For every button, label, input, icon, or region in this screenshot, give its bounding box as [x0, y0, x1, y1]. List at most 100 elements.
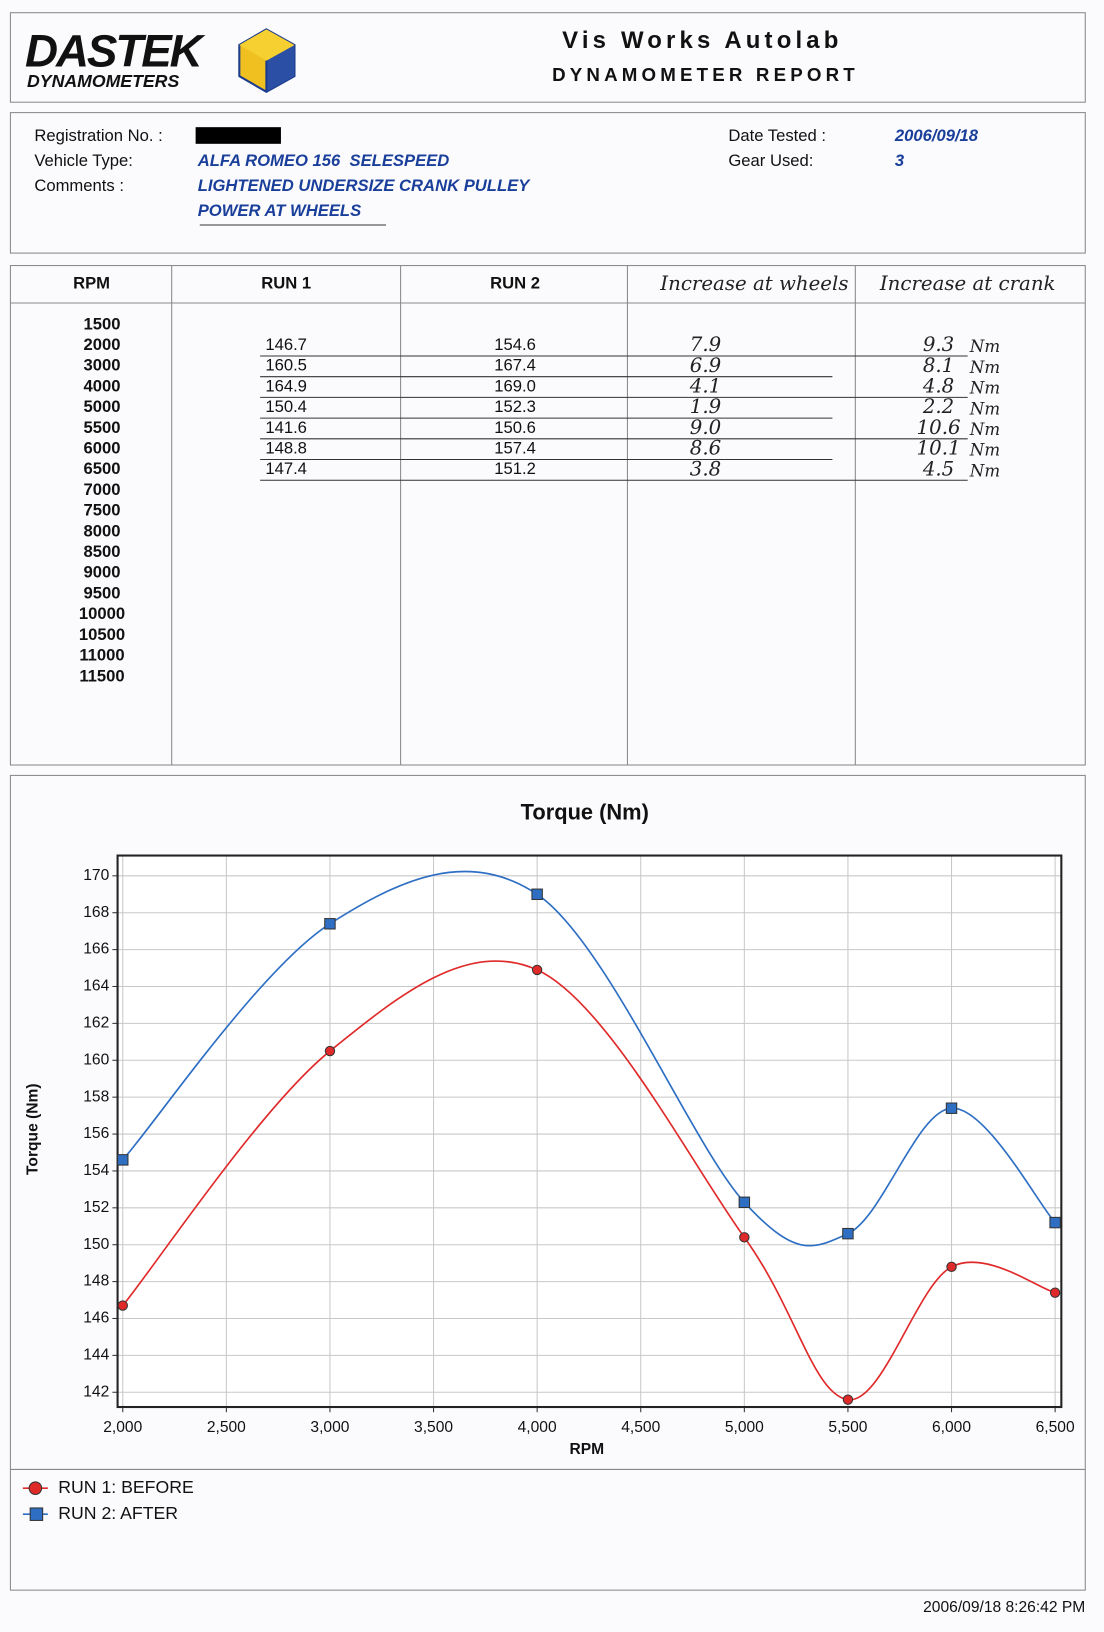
point: [324, 1045, 336, 1057]
rpm-cell: 5500: [83, 418, 120, 437]
y-tick-label: 168: [83, 904, 109, 921]
run1-cell: 160.5: [265, 356, 307, 375]
run2-cell: 167.4: [494, 356, 536, 375]
wheels-cell: 7.9: [690, 333, 721, 356]
wheels-cell: 6.9: [690, 354, 721, 377]
x-tick-label: 3,000: [310, 1419, 349, 1436]
y-tick-label: 154: [83, 1162, 109, 1179]
x-tick-label: 4,000: [518, 1419, 557, 1436]
point: [738, 1196, 751, 1209]
legend-label: RUN 1: BEFORE: [58, 1477, 194, 1497]
legend-marker: [29, 1507, 44, 1521]
run1-cell: 150.4: [265, 397, 307, 416]
x-tick-label: 2,000: [103, 1419, 142, 1436]
rpm-cell: 4000: [83, 376, 120, 395]
report-title: Vis Works Autolab: [562, 27, 842, 54]
vehicle-label: Vehicle Type:: [34, 151, 133, 170]
point: [946, 1261, 957, 1273]
crank-unit: Nm: [969, 441, 1000, 460]
x-tick-label: 5,500: [828, 1419, 867, 1436]
point: [842, 1227, 854, 1240]
point: [842, 1394, 854, 1405]
chart-box: [9, 774, 1086, 1591]
plot: 2,000 2,500 3,000 3,500 4,000 4,500 5,000 5,500…: [83, 854, 1075, 1436]
point: [324, 918, 336, 930]
chart-title: Torque (Nm): [521, 800, 649, 825]
plot-area: [117, 855, 1062, 1408]
logo-sub: DYNAMOMETERS: [27, 71, 179, 91]
legend-marker: [28, 1481, 43, 1495]
rpm-cell: 9000: [83, 563, 120, 582]
table: RPM RUN 1 RUN 2 Increase at wheels Increase …: [9, 265, 1086, 766]
crank-unit: Nm: [969, 399, 1000, 418]
x-axis-label: RPM: [570, 1441, 605, 1458]
run1-cell: 148.8: [265, 439, 307, 458]
run1-cell: 141.6: [265, 418, 307, 437]
run2-cell: 154.6: [494, 335, 536, 354]
y-axis-label: Torque (Nm): [24, 1083, 41, 1175]
rpm-cell: 8000: [83, 521, 120, 540]
comment: LIGHTENED UNDERSIZE CRANK PULLEY: [198, 176, 532, 195]
legend-label: RUN 2: AFTER: [58, 1503, 178, 1523]
column-header: RUN 2: [490, 274, 540, 293]
date: 2006/09/18: [894, 126, 979, 145]
rpm-cell: 11500: [79, 666, 124, 685]
run1-cell: 147.4: [265, 459, 307, 478]
header-box: [9, 12, 1086, 103]
rpm-cell: 3000: [83, 356, 120, 375]
run2-cell: 152.3: [494, 397, 536, 416]
rpm-cell: 1500: [83, 314, 120, 333]
x-tick-label: 2,500: [207, 1419, 246, 1436]
crank-unit: Nm: [969, 379, 1000, 398]
gear: 3: [895, 151, 905, 170]
crank-unit: Nm: [969, 337, 1000, 356]
comments-label: Comments :: [34, 176, 124, 195]
point: [117, 1300, 128, 1311]
gear-label: Gear Used:: [728, 151, 813, 170]
crank-cell: 4.8: [922, 374, 954, 397]
rpm-cell: 11000: [79, 646, 124, 665]
logo-cube: [238, 28, 296, 93]
run1-cell: 146.7: [265, 335, 307, 354]
point: [1049, 1216, 1061, 1229]
y-tick-label: 150: [83, 1236, 109, 1253]
rpm-cell: 2000: [83, 335, 120, 354]
rpm-cell: 10000: [79, 604, 125, 623]
series-line: [122, 960, 1056, 1401]
wheels-cell: 8.6: [690, 437, 721, 460]
crank-cell: 8.1: [923, 354, 954, 377]
crank-cell: 4.5: [922, 457, 954, 480]
report-subtitle: DYNAMOMETER REPORT: [552, 64, 859, 85]
rpm-cell: 7500: [83, 501, 120, 520]
run1-cell: 164.9: [265, 376, 307, 395]
wheels-cell: 1.9: [690, 395, 721, 418]
run2-cell: 169.0: [494, 376, 536, 395]
registration-label: Registration No. :: [34, 126, 162, 145]
run2-cell: 151.2: [494, 459, 536, 478]
vehicle: ALFA ROMEO 156 SELESPEED: [197, 151, 450, 170]
crank-unit: Nm: [969, 420, 1000, 439]
run2-cell: 157.4: [494, 439, 536, 458]
y-tick-label: 146: [83, 1310, 109, 1327]
y-tick-label: 158: [83, 1088, 109, 1105]
column-header: RPM: [73, 274, 110, 293]
rpm-cell: 9500: [83, 583, 120, 602]
wheels-cell: 4.1: [689, 374, 721, 397]
y-tick-label: 164: [83, 978, 109, 995]
y-tick-label: 160: [83, 1051, 109, 1068]
y-tick-label: 144: [83, 1347, 109, 1364]
point: [945, 1102, 958, 1114]
x-tick-label: 4,500: [621, 1419, 660, 1436]
point: [117, 1154, 129, 1166]
rpm-cell: 6500: [83, 459, 120, 478]
point: [1049, 1287, 1061, 1298]
redaction: [195, 127, 281, 144]
y-tick-label: 156: [83, 1125, 109, 1142]
column-header: Increase at crank: [879, 272, 1056, 295]
rpm-cell: 10500: [79, 625, 125, 644]
crank-cell: 10.1: [917, 437, 961, 460]
table-box: [9, 265, 1086, 766]
y-tick-label: 152: [83, 1199, 109, 1216]
plot-frame: [116, 854, 1063, 1409]
